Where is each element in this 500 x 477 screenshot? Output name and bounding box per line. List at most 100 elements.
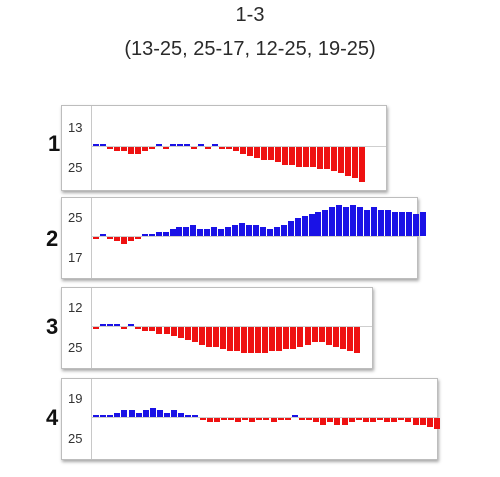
chart-1-bar: [121, 147, 127, 152]
chart-2-bar: [252, 225, 259, 236]
chart-2-bar: [100, 234, 106, 236]
chart-1-bar: [135, 147, 141, 154]
chart-2-bar: [176, 227, 183, 236]
chart-4-bar: [100, 415, 107, 417]
chart-2-bar: [245, 225, 252, 236]
chart-1-tick-bottom: 25: [68, 160, 83, 175]
chart-4-bar: [199, 418, 206, 421]
chart-3-bar: [262, 327, 269, 354]
chart-3-tick-top: 12: [68, 300, 83, 315]
chart-3-bar: [93, 327, 99, 330]
chart-4-bar: [277, 418, 284, 421]
chart-panel-2: 25 17: [61, 197, 426, 279]
chart-1-bar: [317, 147, 323, 169]
chart-2-bar: [155, 231, 162, 236]
chart-4-bar: [249, 418, 256, 423]
chart-4-bar: [284, 418, 291, 421]
chart-1-bar: [170, 144, 176, 146]
chart-4-bar: [384, 418, 391, 423]
chart-3-bar: [100, 324, 106, 326]
chart-2-bar: [183, 227, 190, 236]
chart-1-bar: [184, 144, 190, 146]
chart-3-bar: [212, 327, 219, 347]
chart-3-bar: [135, 327, 142, 330]
chart-4-bar: [192, 415, 199, 417]
chart-3-bar: [297, 327, 304, 347]
chart-3-bar: [353, 327, 360, 354]
chart-2-bar: [384, 209, 391, 236]
chart-4-bar: [419, 418, 426, 425]
chart-4-bar: [263, 418, 270, 421]
chart-4-bar: [114, 412, 121, 417]
chart-2-bar: [315, 211, 322, 236]
chart-3-axis: [91, 288, 92, 368]
chart-4-bar: [178, 412, 185, 417]
chart-1-tick-top: 13: [68, 120, 83, 135]
chart-3-bar: [114, 324, 121, 326]
chart-2-bar: [343, 207, 350, 236]
chart-2-bar: [190, 225, 197, 236]
chart-1-bar: [226, 147, 232, 150]
chart-3-bar: [255, 327, 262, 354]
chart-3-bar: [311, 327, 318, 343]
chart-1-bar: [359, 147, 365, 183]
chart-4-bar: [270, 418, 277, 423]
chart-2-bar: [148, 233, 155, 236]
chart-3-bar: [304, 327, 311, 345]
chart-4-bar: [291, 415, 298, 417]
chart-1-bar: [128, 147, 134, 154]
chart-4-bar: [298, 418, 305, 421]
chart-4-bar: [377, 418, 384, 421]
chart-1-axis: [91, 106, 92, 190]
chart-3-bar: [149, 327, 156, 332]
chart-1-bar: [282, 147, 288, 165]
chart-1-bar: [156, 144, 162, 146]
chart-4-bar: [128, 410, 135, 417]
chart-2-bar: [322, 209, 329, 236]
chart-1-bar: [107, 147, 113, 150]
chart-4-bar: [185, 414, 192, 417]
chart-3-bar: [276, 327, 283, 352]
chart-2-bar: [329, 207, 336, 236]
chart-2-axis: [91, 198, 92, 278]
chart-panel-3: 12 25: [61, 287, 373, 369]
chart-1-bar: [93, 143, 99, 146]
chart-3-number: 3: [46, 314, 59, 339]
chart-2-bar: [259, 227, 266, 236]
chart-4-bar: [107, 414, 114, 417]
chart-panel-4: 19 25: [61, 378, 440, 460]
chart-2-bar: [412, 214, 419, 236]
chart-1-bar: [352, 147, 358, 178]
chart-2-bar: [350, 205, 357, 236]
chart-3-bar: [107, 323, 114, 326]
chart-2-bar: [232, 225, 238, 236]
chart-1-bar: [338, 147, 344, 174]
chart-1-bar: [177, 143, 183, 146]
chart-1-bar: [100, 144, 106, 146]
chart-1-bar: [240, 147, 246, 154]
chart-3-bar: [339, 327, 346, 349]
chart-2-bar: [266, 229, 273, 236]
chart-3-bar: [269, 327, 276, 352]
chart-1-bar: [219, 147, 225, 150]
chart-4-bar: [391, 418, 398, 423]
chart-2-bar: [113, 237, 120, 242]
chart-4-bar: [334, 418, 341, 425]
chart-2-bar: [364, 209, 371, 236]
chart-3-bar: [170, 327, 177, 336]
chart-4-bar: [242, 418, 249, 421]
chart-1-bar: [254, 147, 260, 158]
chart-1-bar: [205, 147, 211, 150]
chart-2-bar: [287, 220, 294, 236]
chart-1-bar: [198, 144, 204, 146]
chart-2-bar: [377, 209, 384, 236]
chart-2-bar: [225, 227, 232, 236]
chart-4-bar: [206, 418, 213, 423]
chart-2-bar: [405, 211, 412, 236]
chart-4-tick-bottom: 25: [68, 431, 83, 446]
chart-2-bar: [273, 227, 280, 236]
chart-2-bar: [169, 229, 176, 236]
chart-3-bar: [191, 327, 198, 343]
chart-2-bar: [371, 207, 377, 236]
chart-2-bar: [93, 237, 99, 240]
